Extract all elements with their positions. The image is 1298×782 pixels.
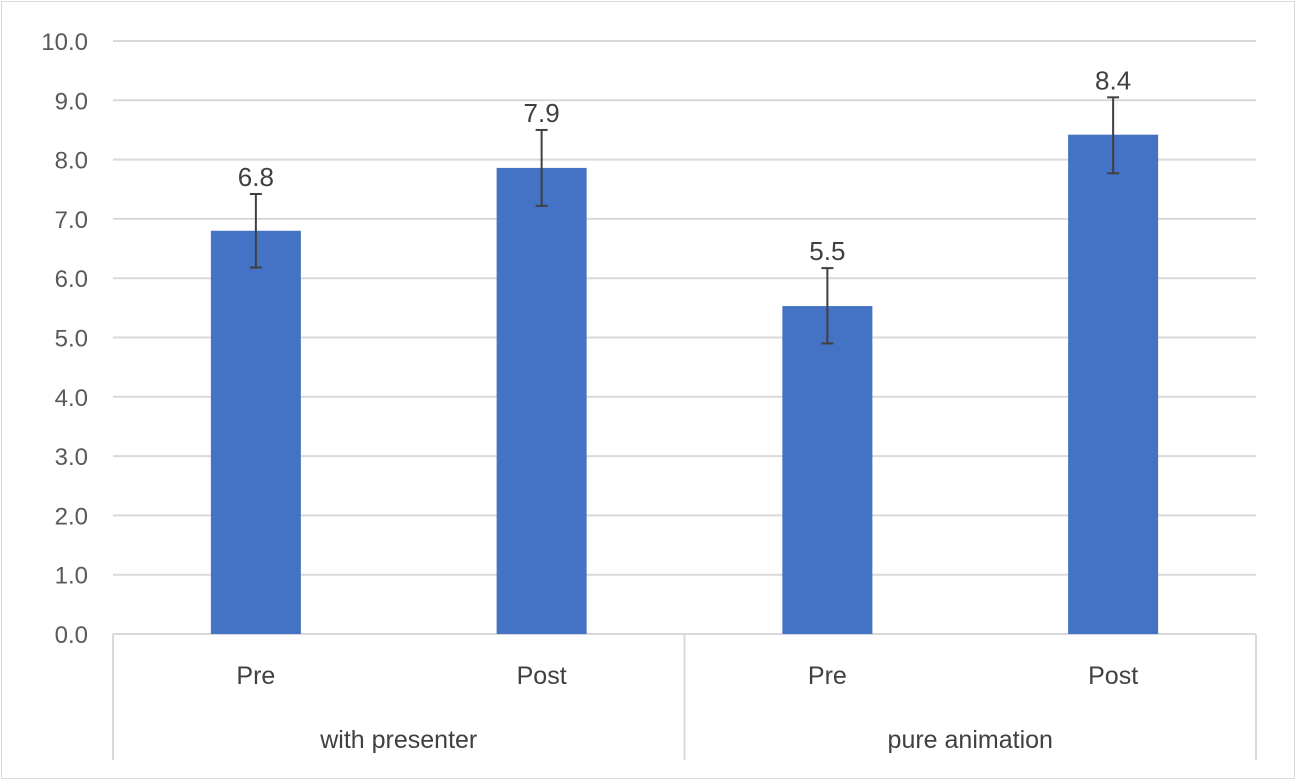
data-label: 5.5 (809, 236, 845, 266)
category-label: Pre (808, 662, 847, 690)
y-tick-label: 10.0 (41, 29, 88, 56)
bar (496, 167, 587, 635)
y-tick-label: 4.0 (55, 385, 88, 412)
category-label: Post (517, 662, 567, 690)
y-tick-label: 3.0 (55, 444, 88, 471)
y-tick-label: 0.0 (55, 622, 88, 649)
data-label: 6.8 (238, 162, 274, 192)
group-label: pure animation (888, 726, 1053, 754)
data-label: 7.9 (524, 98, 560, 128)
y-tick-label: 7.0 (55, 207, 88, 234)
group-label: with presenter (319, 726, 477, 754)
y-tick-label: 9.0 (55, 88, 88, 115)
y-tick-label: 8.0 (55, 148, 88, 175)
data-label: 8.4 (1095, 65, 1131, 95)
y-tick-label: 2.0 (55, 503, 88, 530)
y-tick-label: 6.0 (55, 266, 88, 293)
y-tick-label: 1.0 (55, 563, 88, 590)
category-label: Post (1088, 662, 1138, 690)
bar (1068, 134, 1159, 634)
y-tick-label: 5.0 (55, 326, 88, 353)
bar (782, 306, 873, 634)
category-label: Pre (236, 662, 275, 690)
bar (210, 230, 301, 634)
